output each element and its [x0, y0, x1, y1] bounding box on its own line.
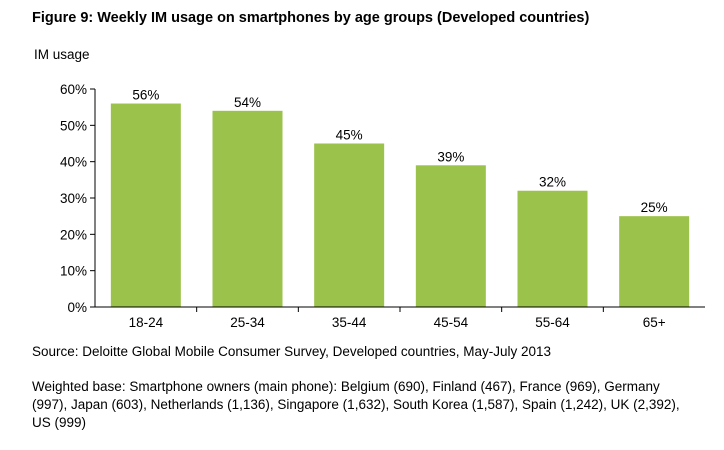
y-axis-ticks: 0% 10% 20% 30% 40% 50% 60%: [60, 82, 95, 315]
data-label-35-44: 45%: [336, 128, 363, 143]
x-tick-label-55-64: 55-64: [535, 315, 570, 330]
y-tick-label: 40%: [60, 155, 87, 170]
bar-18-24: [110, 103, 181, 308]
bar-25-34: [212, 110, 283, 307]
bar-chart: IM usage 0% 10% 20% 30% 40% 50% 60% 56% 54% 45% 3…: [34, 47, 705, 330]
bar-45-54: [415, 165, 486, 307]
data-label-55-64: 32%: [539, 175, 566, 190]
bar-data-labels: 56% 54% 45% 39% 32% 25%: [132, 88, 667, 216]
x-tick-label-45-54: 45-54: [434, 315, 469, 330]
y-tick-label: 0%: [67, 300, 87, 315]
figure-title: Figure 9: Weekly IM usage on smartphones…: [32, 10, 590, 26]
data-label-18-24: 56%: [132, 88, 159, 103]
bar-series: [110, 103, 690, 308]
bar-55-64: [517, 190, 588, 307]
x-axis-ticks: 18-24 25-34 35-44 45-54 55-64 65+: [129, 307, 666, 330]
data-label-25-34: 54%: [234, 95, 261, 110]
x-tick-label-65+: 65+: [643, 315, 666, 330]
data-label-45-54: 39%: [437, 149, 464, 164]
y-axis-title: IM usage: [34, 47, 90, 62]
y-tick-label: 10%: [60, 264, 87, 279]
chart-canvas: IM usage 0% 10% 20% 30% 40% 50% 60% 56% 54% 45% 3…: [34, 47, 705, 330]
bar-65+: [619, 216, 690, 307]
y-tick-label: 60%: [60, 82, 87, 97]
y-tick-label: 30%: [60, 191, 87, 206]
bar-35-44: [314, 143, 385, 307]
x-tick-label-18-24: 18-24: [129, 315, 164, 330]
y-tick-label: 50%: [60, 118, 87, 133]
weighted-base-note: Weighted base: Smartphone owners (main p…: [32, 379, 680, 430]
x-tick-label-35-44: 35-44: [332, 315, 367, 330]
data-label-65+: 25%: [641, 200, 668, 215]
x-tick-label-25-34: 25-34: [230, 315, 265, 330]
source-note: Source: Deloitte Global Mobile Consumer …: [32, 344, 551, 359]
y-tick-label: 20%: [60, 227, 87, 242]
